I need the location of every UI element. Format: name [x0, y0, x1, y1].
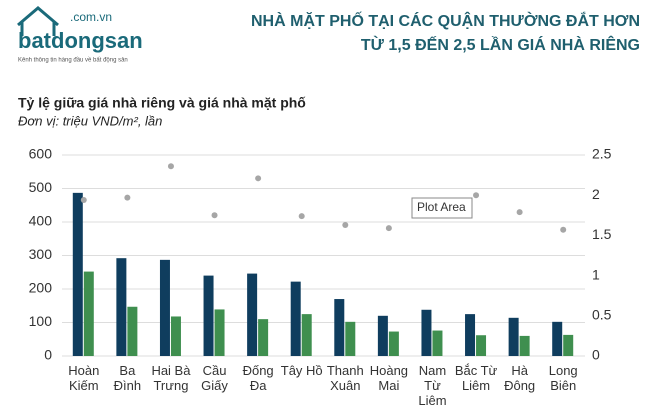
y-tick-label: 400	[29, 213, 53, 229]
plot: 0 100 200 300 400 500 600 0 0.5 1 1.5 2 2.5 Hoàn Kiếm B…	[29, 146, 612, 406]
chart-subtitle: Đơn vị: triệu VND/m², lần	[18, 113, 162, 128]
bar	[432, 330, 443, 356]
x-tick-label: Đống Đa	[243, 363, 274, 393]
logo-tagline: Kênh thông tin hàng đầu về bất động sản	[18, 58, 128, 64]
y2-tick-label: 2.5	[592, 146, 612, 162]
logo-name: batdongsan	[18, 28, 143, 53]
bar	[334, 299, 345, 356]
ratio-dot	[167, 163, 174, 170]
bar	[127, 306, 138, 356]
y-tick-label: 200	[29, 280, 53, 296]
bar	[214, 309, 225, 356]
y-tick-label: 500	[29, 179, 53, 195]
ratio-dot	[80, 197, 87, 204]
x-tick-label: Nam Từ Liêm	[418, 363, 446, 406]
x-tick-label: Long Biên	[549, 363, 578, 393]
y2-tick-label: 0	[592, 347, 600, 363]
x-tick-label: Thanh Xuân	[327, 363, 364, 393]
bar	[421, 309, 432, 356]
bar	[476, 335, 487, 356]
bar	[290, 281, 301, 356]
ratio-dot	[473, 192, 480, 199]
bar	[72, 192, 83, 356]
x-tick-label: Cầu Giấy	[201, 363, 228, 393]
y-tick-label: 0	[44, 347, 52, 363]
ratio-dot	[124, 194, 131, 201]
headline: TỪ 1,5 ĐẾN 2,5 LẦN GIÁ NHÀ RIÊNG	[361, 35, 640, 54]
y-tick-label: 100	[29, 313, 53, 329]
x-tick-label: Hoàng Mai	[370, 363, 408, 393]
ratio-dot	[298, 213, 305, 220]
bar	[519, 335, 530, 356]
y2-tick-label: 1.5	[592, 226, 612, 242]
y-tick-label: 300	[29, 246, 53, 262]
ratio-dot	[255, 175, 262, 182]
y2-tick-label: 1	[592, 266, 600, 282]
ratio-dot	[560, 226, 567, 233]
bar	[116, 258, 127, 356]
bar	[563, 334, 574, 356]
bar	[377, 315, 388, 356]
tooltip: Plot Area	[417, 200, 466, 214]
ratio-dot	[342, 221, 349, 228]
logo-domain: .com.vn	[70, 10, 112, 24]
bar	[465, 314, 476, 356]
x-tick-label: Hoàn Kiếm	[68, 363, 99, 393]
x-tick-label: Tây Hồ	[281, 363, 323, 378]
headline: NHÀ MẶT PHỐ TẠI CÁC QUẬN THƯỜNG ĐẮT HƠN	[251, 10, 640, 30]
bar	[258, 319, 269, 356]
y-tick-label: 600	[29, 146, 53, 162]
bar	[388, 331, 399, 356]
logo-icon	[17, 6, 59, 36]
bar	[247, 273, 258, 356]
ratio-dot	[211, 212, 218, 219]
y2-tick-label: 2	[592, 186, 600, 202]
x-tick-label: Ba Đình	[114, 363, 141, 393]
chart-title: Tỷ lệ giữa giá nhà riêng và giá nhà mặt …	[18, 95, 306, 111]
y2-tick-label: 0.5	[592, 307, 612, 323]
x-tick-label: Hà Đông	[504, 363, 535, 393]
bar	[552, 321, 563, 356]
bar	[203, 275, 214, 356]
bar	[83, 271, 94, 356]
x-tick-label: Hai Bà Trưng	[151, 363, 191, 393]
bar	[301, 314, 312, 356]
bar	[508, 317, 519, 356]
tooltip-box	[411, 197, 473, 219]
ratio-dot	[516, 209, 523, 216]
bar	[159, 259, 170, 356]
x-tick-label: Bắc Từ Liêm	[455, 363, 498, 393]
ratio-dot	[385, 225, 392, 232]
bar	[345, 321, 356, 356]
bar	[170, 316, 181, 356]
